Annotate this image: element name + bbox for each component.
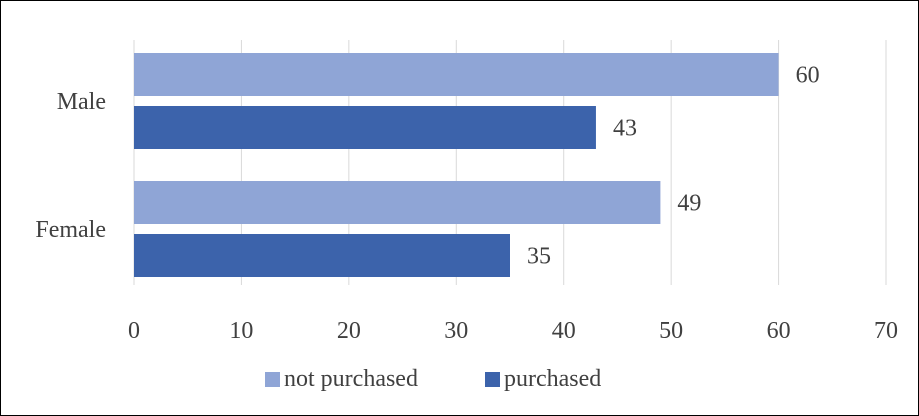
data-label: 49: [677, 191, 701, 217]
bar-male-purchased: [134, 106, 596, 149]
data-label: 60: [796, 63, 820, 89]
data-labels: 60 43 49 35: [527, 63, 820, 270]
legend-swatch: [485, 372, 500, 387]
legend-label: not purchased: [284, 366, 418, 392]
x-tick-label: 60: [767, 318, 791, 344]
data-label: 43: [613, 116, 637, 142]
x-axis-tick-labels: 0 10 20 30 40 50 60 70: [128, 318, 898, 344]
bar-female-not-purchased: [134, 181, 661, 224]
x-tick-label: 40: [552, 318, 576, 344]
x-tick-label: 70: [874, 318, 898, 344]
x-tick-label: 20: [337, 318, 361, 344]
x-tick-label: 50: [659, 318, 683, 344]
x-tick-label: 0: [128, 318, 140, 344]
legend-swatch: [265, 372, 280, 387]
x-tick-label: 30: [444, 318, 468, 344]
x-tick-label: 10: [229, 318, 253, 344]
legend-label: purchased: [504, 366, 601, 392]
category-label: Male: [57, 89, 106, 115]
data-label: 35: [527, 244, 551, 270]
category-labels: Male Female: [35, 89, 106, 243]
bar-female-purchased: [134, 234, 510, 277]
legend: not purchased purchased: [265, 366, 601, 392]
category-label: Female: [35, 217, 106, 243]
bars: [134, 53, 779, 277]
bar-male-not-purchased: [134, 53, 779, 96]
